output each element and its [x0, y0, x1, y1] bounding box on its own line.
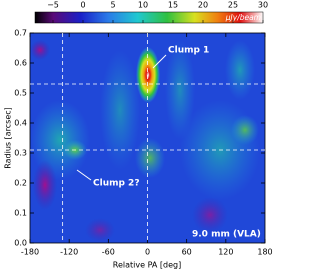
annotation: Clump 1 — [168, 46, 209, 56]
y-tick-label: 0.4 — [14, 119, 27, 128]
colorbar-tick-label: 20 — [198, 1, 208, 10]
y-tick-label: 0.7 — [14, 29, 27, 38]
colorbar — [34, 11, 264, 24]
y-tick-label: 0.3 — [14, 149, 27, 158]
colorbar-tick-label: 25 — [228, 1, 238, 10]
colorbar-tick-label: 5 — [110, 1, 115, 10]
y-axis-label: Radius [arcsec] — [4, 107, 13, 169]
y-tick-label: 0.2 — [14, 179, 27, 188]
annotation-arrow — [76, 169, 92, 181]
x-tick-label: -180 — [21, 248, 39, 257]
colorbar-label: μJy/beam — [225, 13, 261, 22]
colorbar-tick-label: −5 — [47, 1, 59, 10]
colorbar-tick-label: 30 — [258, 1, 268, 10]
x-tick-label: 180 — [257, 248, 272, 257]
y-tick-label: 0.1 — [14, 209, 27, 218]
annotation-arrow — [152, 54, 167, 69]
y-tick-label: 0.0 — [14, 239, 27, 248]
colorbar-tick-label: 10 — [138, 1, 148, 10]
annotation: Clump 2? — [93, 179, 140, 189]
x-tick-label: 60 — [182, 248, 192, 257]
x-tick-label: -120 — [60, 248, 78, 257]
y-tick-label: 0.5 — [14, 89, 27, 98]
x-axis-label: Relative PA [deg] — [113, 261, 181, 270]
y-tick-label: 0.6 — [14, 59, 27, 68]
x-tick-label: -60 — [102, 248, 115, 257]
x-tick-label: 120 — [218, 248, 233, 257]
x-tick-label: 0 — [145, 248, 150, 257]
colorbar-tick-label: 0 — [80, 1, 85, 10]
chart: μJy/beam Relative PA [deg] Radius [arcse… — [4, 1, 273, 270]
annotation: 9.0 mm (VLA) — [192, 230, 261, 240]
colorbar-tick-label: 15 — [168, 1, 178, 10]
